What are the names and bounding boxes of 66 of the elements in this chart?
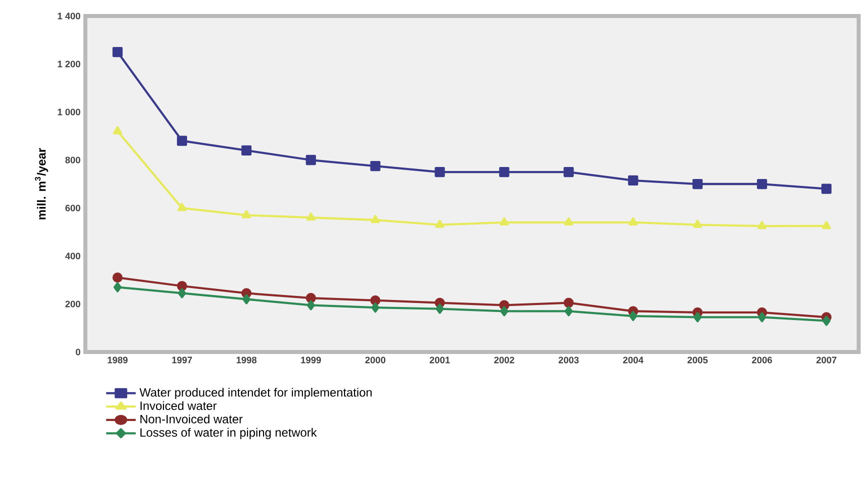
point — [822, 316, 831, 326]
x-tick-label: 1997 — [172, 356, 192, 364]
point — [242, 294, 251, 304]
point — [177, 202, 187, 212]
point — [306, 154, 316, 166]
y-tick-label: 0 — [76, 348, 80, 356]
point — [113, 126, 122, 134]
point — [564, 298, 574, 308]
point — [821, 184, 832, 194]
point — [306, 292, 316, 304]
point — [500, 306, 508, 316]
point — [112, 46, 123, 58]
point — [176, 280, 188, 292]
y-tick-label: 1 000 — [58, 108, 80, 116]
y-tick-label: 400 — [65, 252, 80, 260]
x-tick-label: 2004 — [623, 356, 644, 364]
point — [242, 210, 251, 218]
point — [371, 302, 380, 313]
x-tick-label: 2006 — [752, 356, 772, 364]
point — [564, 217, 574, 226]
point — [176, 136, 188, 146]
point — [693, 220, 702, 228]
legend-label: Invoiced water — [140, 401, 217, 410]
point — [306, 212, 316, 221]
x-tick-label: 2001 — [430, 356, 450, 364]
point — [756, 178, 768, 190]
point — [629, 310, 638, 322]
point — [370, 214, 380, 224]
point — [692, 178, 703, 190]
point — [306, 300, 315, 310]
point — [564, 166, 574, 178]
x-tick-label: 2002 — [494, 356, 514, 364]
legend-label: Losses of water in piping network — [140, 428, 317, 440]
y-tick-label: 800 — [65, 156, 80, 164]
y-tick-label: 600 — [65, 204, 80, 212]
point — [113, 282, 122, 292]
x-tick-label: 2007 — [816, 356, 836, 364]
y-axis-title: mill. m$^{3}$/year — [34, 148, 48, 220]
point — [434, 166, 445, 178]
y-tick-label: 200 — [65, 300, 80, 308]
point — [112, 272, 123, 283]
point — [241, 145, 252, 156]
point — [370, 160, 380, 172]
x-tick-label: 1999 — [301, 356, 321, 364]
legend-label: Water produced intendet for implementation — [140, 388, 372, 400]
x-tick-label: 1998 — [236, 356, 257, 364]
point — [370, 295, 380, 306]
y-tick-label: 1 400 — [58, 12, 80, 20]
point — [500, 217, 509, 226]
legend-label: Non-Invoiced water — [140, 414, 243, 424]
x-tick-label: 1989 — [108, 356, 128, 364]
point — [436, 304, 444, 314]
point — [178, 288, 186, 298]
point — [758, 312, 766, 322]
point — [628, 217, 638, 226]
x-tick-label: 2000 — [365, 356, 386, 364]
x-tick-label: 2005 — [687, 356, 708, 364]
point — [822, 220, 831, 230]
point — [564, 306, 573, 316]
point — [499, 166, 510, 178]
x-tick-label: 2003 — [558, 356, 579, 364]
point — [435, 220, 444, 228]
point — [757, 220, 767, 230]
point — [693, 312, 702, 322]
y-tick-label: 1 200 — [58, 60, 80, 68]
point — [628, 175, 638, 186]
